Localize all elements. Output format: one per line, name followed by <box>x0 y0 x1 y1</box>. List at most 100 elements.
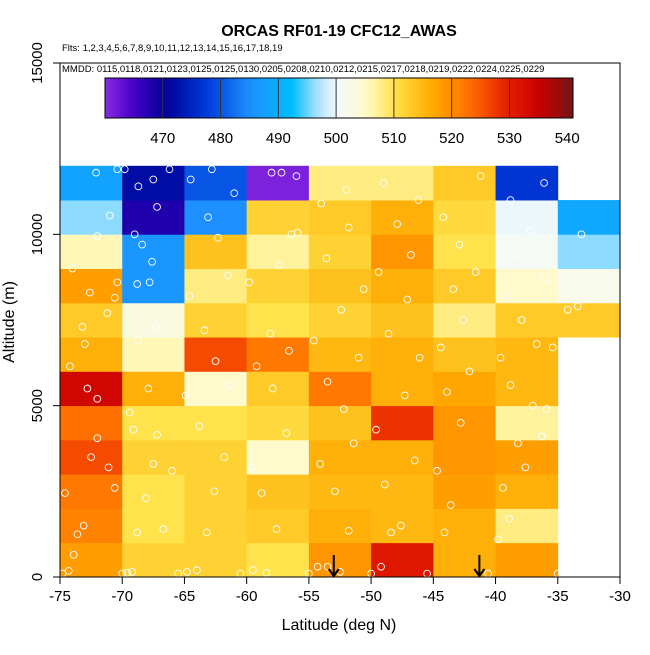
colorbar-gradient <box>104 77 574 119</box>
heatmap-cell <box>60 302 123 338</box>
x-tick-label: -50 <box>360 588 382 605</box>
heatmap-cell <box>246 337 310 372</box>
heatmap-cell <box>122 200 185 235</box>
sample-point <box>316 460 324 468</box>
heatmap-cell <box>184 302 248 338</box>
heatmap-cell <box>495 337 559 372</box>
sample-point <box>93 232 102 240</box>
sample-point <box>69 550 78 559</box>
sample-point <box>113 165 122 174</box>
sample-point <box>153 203 161 211</box>
sample-point <box>128 568 137 576</box>
heatmap-cell <box>122 542 185 578</box>
heatmap-cell <box>122 371 185 407</box>
sample-point <box>200 326 209 335</box>
sample-point <box>133 280 142 288</box>
heatmap-cell <box>184 508 248 544</box>
sample-point <box>446 501 455 509</box>
sample-point <box>68 264 77 273</box>
heatmap-cell <box>433 405 496 441</box>
sample-point <box>220 453 229 461</box>
sample-point <box>563 305 572 314</box>
heatmap-cell <box>495 200 559 235</box>
plot-frame <box>59 62 621 578</box>
heatmap-cell <box>433 268 496 304</box>
sample-point <box>439 213 448 222</box>
heatmap-cell <box>246 405 310 441</box>
heatmap-cell <box>433 337 496 372</box>
sample-point <box>66 362 74 371</box>
heatmap-cell <box>495 268 559 304</box>
heatmap-cell <box>184 439 248 475</box>
x-tick-label: -40 <box>485 588 507 605</box>
heatmap-cell <box>184 405 248 441</box>
sample-point <box>496 353 505 362</box>
sample-point <box>83 384 92 393</box>
heatmap-cell <box>371 474 434 509</box>
heatmap-cell <box>246 268 310 304</box>
heatmap-cell <box>495 474 559 509</box>
heatmap-cell <box>433 439 496 475</box>
sample-point <box>400 391 409 400</box>
sample-point <box>501 292 510 300</box>
heatmap-cell <box>433 542 496 578</box>
sample-point <box>104 463 113 472</box>
sample-point <box>225 381 234 389</box>
sample-point <box>505 514 514 523</box>
sample-point <box>529 401 537 410</box>
heatmap-cell <box>371 542 434 578</box>
sample-point <box>310 336 318 345</box>
sample-point <box>181 391 190 400</box>
sample-point <box>257 489 266 497</box>
sample-point <box>134 336 143 345</box>
sample-point <box>372 425 380 434</box>
sample-point <box>456 418 465 427</box>
flight-arrows <box>327 555 486 578</box>
heatmap-cell <box>308 234 372 269</box>
sample-point <box>125 408 134 417</box>
sample-point <box>494 535 502 544</box>
y-tick-label: 5000 <box>29 389 46 422</box>
heatmap-cell <box>60 474 123 509</box>
sample-point <box>374 268 383 276</box>
sample-point <box>511 251 520 259</box>
sample-point <box>540 179 548 187</box>
heatmap-cell <box>122 234 185 269</box>
sample-point <box>268 384 277 393</box>
sample-point <box>129 425 138 434</box>
sample-point <box>64 566 73 575</box>
heatmap-cell <box>495 165 559 201</box>
sample-point <box>252 362 261 371</box>
sample-point <box>506 196 515 204</box>
heatmap-cell <box>246 165 310 201</box>
heatmap-cell <box>371 508 434 544</box>
sample-point <box>573 302 582 311</box>
heatmap-cell <box>122 439 185 475</box>
heatmap-cell <box>246 371 310 407</box>
heatmap-cell <box>60 337 123 372</box>
heatmap-cell <box>184 165 248 201</box>
sample-point <box>86 288 94 297</box>
sample-point <box>317 199 326 208</box>
colorbar-tick-label: 520 <box>439 130 464 147</box>
colorbar: 470 480 490 500 510 520 530 540 <box>104 77 580 147</box>
sample-point <box>120 165 129 174</box>
sample-point <box>433 466 441 475</box>
sample-point <box>407 251 415 259</box>
sample-point <box>262 569 271 577</box>
sample-point <box>159 525 168 533</box>
sample-point <box>537 432 546 441</box>
flight-arrow <box>327 555 340 578</box>
sample-point <box>145 278 154 287</box>
heatmap-cell <box>495 405 559 441</box>
chart-title: ORCAS RF01-19 CFC12_AWAS <box>221 23 457 40</box>
heatmap-cell <box>308 371 372 407</box>
sample-point <box>195 422 204 431</box>
heatmap-cell <box>122 508 185 544</box>
sample-point <box>397 521 405 530</box>
sample-point <box>61 489 69 497</box>
heatmap-cell <box>433 508 496 544</box>
heatmap-cell <box>495 439 559 475</box>
sample-point <box>267 168 276 177</box>
sample-point <box>354 353 363 362</box>
